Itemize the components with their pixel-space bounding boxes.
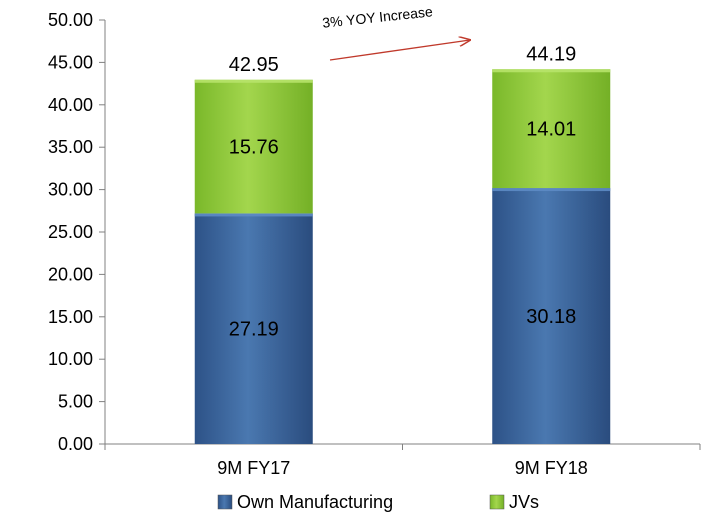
bar-value-label: 14.01: [526, 119, 576, 141]
y-axis-ticks: 0.00 5.00 10.00 15.00 20.00 25.00 30.00 35.00 40…: [48, 10, 105, 454]
x-category-label: 9M FY17: [217, 458, 290, 478]
bar-segment-own-manufacturing: [194, 213, 313, 444]
y-tick-label: 45.00: [48, 52, 93, 72]
legend-swatch-own-manufacturing: [217, 494, 233, 510]
y-tick-label: 10.00: [48, 349, 93, 369]
yoy-annotation-label: 3% YOY Increase: [322, 3, 434, 31]
bar-value-label: 30.18: [526, 306, 576, 328]
bar-segment-jvs: [492, 69, 611, 189]
bar-segment-highlight: [492, 188, 611, 192]
y-tick-label: 5.00: [58, 392, 93, 412]
y-tick-label: 25.00: [48, 222, 93, 242]
y-tick-label: 15.00: [48, 307, 93, 327]
bar-total-label: 44.19: [526, 43, 576, 65]
y-tick-label: 50.00: [48, 10, 93, 30]
y-tick-label: 40.00: [48, 95, 93, 115]
bar-segment-highlight: [492, 69, 611, 73]
bar-segment-highlight: [194, 79, 313, 83]
yoy-annotation: 3% YOY Increase: [322, 3, 470, 61]
bar-total-label: 42.95: [229, 54, 279, 76]
bar-labels: 27.19 15.76 42.95 30.18 14.01 44.19: [229, 43, 577, 340]
legend-label-jvs: JVs: [509, 492, 539, 512]
axes: [104, 20, 701, 450]
y-tick-label: 30.00: [48, 180, 93, 200]
bar-value-label: 15.76: [229, 137, 279, 159]
legend-label-own-manufacturing: Own Manufacturing: [237, 492, 393, 512]
legend: Own Manufacturing JVs: [217, 492, 539, 512]
y-tick-label: 0.00: [58, 434, 93, 454]
y-tick-label: 20.00: [48, 264, 93, 284]
bar-segment-jvs: [194, 79, 313, 214]
x-axis-labels: 9M FY17 9M FY18: [217, 458, 588, 478]
legend-swatch-jvs: [489, 494, 505, 510]
yoy-arrow: [329, 40, 470, 61]
bar-segment-own-manufacturing: [492, 188, 611, 444]
bar-value-label: 27.19: [229, 319, 279, 341]
bar-segment-highlight: [194, 213, 313, 217]
y-tick-label: 35.00: [48, 137, 93, 157]
bars: [194, 69, 611, 444]
x-category-label: 9M FY18: [515, 458, 588, 478]
